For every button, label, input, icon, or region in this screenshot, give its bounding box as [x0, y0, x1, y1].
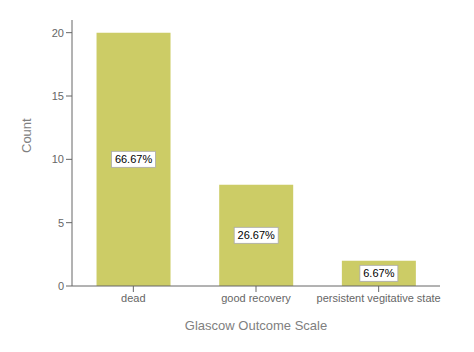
svg-text:good recovery: good recovery [221, 292, 291, 304]
svg-text:Glascow Outcome Scale: Glascow Outcome Scale [185, 318, 327, 333]
svg-text:persistent vegitative state: persistent vegitative state [317, 292, 441, 304]
svg-text:66.67%: 66.67% [115, 153, 153, 165]
svg-text:10: 10 [52, 153, 64, 165]
svg-text:26.67%: 26.67% [238, 229, 276, 241]
svg-text:0: 0 [58, 280, 64, 292]
svg-text:Count: Count [19, 118, 34, 153]
svg-text:5: 5 [58, 217, 64, 229]
svg-text:6.67%: 6.67% [363, 267, 394, 279]
svg-text:dead: dead [121, 292, 145, 304]
svg-text:15: 15 [52, 90, 64, 102]
svg-text:20: 20 [52, 27, 64, 39]
